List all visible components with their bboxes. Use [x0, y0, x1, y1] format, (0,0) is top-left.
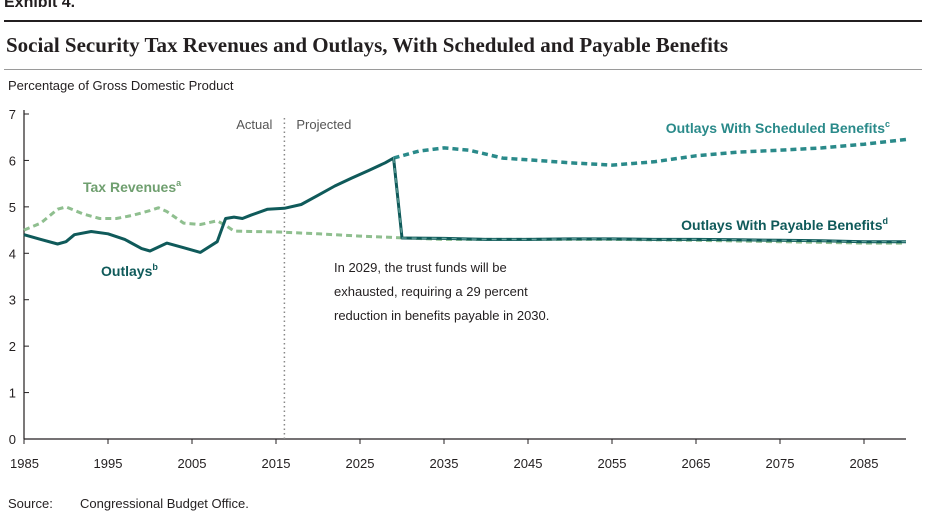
y-tick-label: 5: [9, 200, 16, 215]
scheduled-benefits-label-superscript: c: [885, 119, 890, 129]
annotation-line: reduction in benefits payable in 2030.: [334, 308, 549, 323]
annotation-line: exhausted, requiring a 29 percent: [334, 284, 528, 299]
tax-revenues-label: Tax Revenuesa: [83, 178, 182, 195]
y-tick-label: 6: [9, 153, 16, 168]
x-tick-label: 1985: [10, 456, 39, 471]
labels-layer: Actual Projected Tax Revenuesa Outlaysb Outl…: [83, 117, 890, 323]
y-axis-label: Percentage of Gross Domestic Product: [8, 78, 234, 93]
x-tick-label: 2065: [682, 456, 711, 471]
payable-benefits-overlay: [393, 158, 906, 243]
annotation-line: In 2029, the trust funds will be: [334, 260, 507, 275]
y-tick-label: 3: [9, 293, 16, 308]
x-tick-label: 2075: [766, 456, 795, 471]
y-tick-label: 0: [9, 432, 16, 447]
x-tick-label: 1995: [94, 456, 123, 471]
payable-benefits-label-superscript: d: [883, 216, 889, 226]
x-tick-label: 2015: [262, 456, 291, 471]
x-tick-label: 2025: [346, 456, 375, 471]
y-tick-label: 1: [9, 386, 16, 401]
x-tick-label: 2045: [514, 456, 543, 471]
outlays-line: [23, 156, 395, 254]
title-rule: [4, 69, 922, 70]
actual-label: Actual: [236, 117, 272, 132]
source-label: Source:: [8, 496, 53, 511]
source-text: Congressional Budget Office.: [80, 496, 249, 511]
scheduled-benefits-line: [393, 137, 907, 167]
x-tick-label: 2005: [178, 456, 207, 471]
y-tick-label: 2: [9, 339, 16, 354]
tax-revenues-label-superscript: a: [176, 178, 182, 188]
chart-title: Social Security Tax Revenues and Outlays…: [6, 33, 729, 57]
outlays-label: Outlaysb: [101, 262, 158, 279]
source-note: Source: Congressional Budget Office.: [8, 496, 249, 511]
payable-benefits-label: Outlays With Payable Benefitsd: [681, 216, 888, 233]
top-rule: [4, 20, 922, 22]
axes: 0 1 2 3 4 5 6 7 1985 1995 2005 2015 2025 2035 2045 2055…: [9, 107, 906, 471]
x-tick-label: 2055: [598, 456, 627, 471]
y-tick-label: 7: [9, 107, 16, 122]
projected-label: Projected: [296, 117, 351, 132]
exhibit-label: Exhibit 4.: [4, 0, 76, 11]
y-tick-label: 4: [9, 246, 16, 261]
x-tick-label: 2035: [430, 456, 459, 471]
scheduled-benefits-label: Outlays With Scheduled Benefitsc: [666, 119, 890, 136]
x-tick-label: 2085: [850, 456, 879, 471]
series-layer: [23, 137, 907, 254]
outlays-label-superscript: b: [152, 262, 158, 272]
